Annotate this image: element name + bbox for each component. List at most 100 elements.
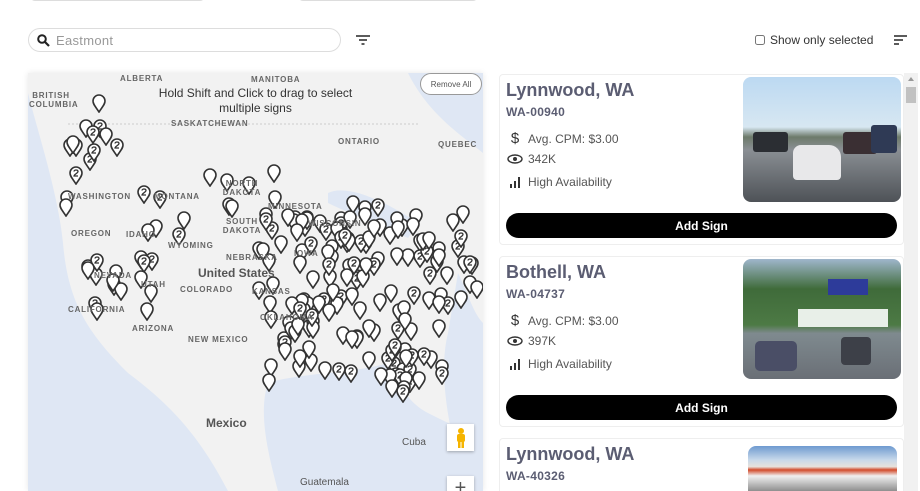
sign-photo[interactable] xyxy=(743,77,901,202)
map-pin-icon[interactable] xyxy=(225,198,240,218)
map-pin-icon[interactable] xyxy=(290,223,304,243)
map-pin-icon[interactable] xyxy=(397,300,412,320)
scrollbar[interactable] xyxy=(904,73,918,491)
map-pin-icon[interactable] xyxy=(456,205,470,225)
search-bar[interactable] xyxy=(28,28,341,52)
map-pin-icon[interactable] xyxy=(373,292,387,312)
map-pin-icon[interactable] xyxy=(114,282,128,302)
map-pin-icon[interactable] xyxy=(110,138,125,158)
map-pin-icon[interactable] xyxy=(344,364,358,384)
map-pin-icon[interactable] xyxy=(340,268,354,287)
map-pin-icon[interactable] xyxy=(140,223,155,243)
top-tab-left[interactable] xyxy=(30,0,205,1)
map-pin-icon[interactable] xyxy=(274,234,288,254)
search-input[interactable] xyxy=(56,32,316,48)
map-pin-icon[interactable] xyxy=(106,273,120,293)
map-pin-icon[interactable] xyxy=(318,222,333,241)
map-pin-icon[interactable] xyxy=(98,127,113,147)
map-pin-icon[interactable] xyxy=(266,275,281,295)
map-pin-icon[interactable] xyxy=(87,143,101,163)
map-pin-icon[interactable] xyxy=(293,300,307,320)
map-pin-icon[interactable] xyxy=(398,349,413,368)
map-pin-icon[interactable] xyxy=(267,163,282,183)
map-pin-icon[interactable] xyxy=(359,256,374,276)
map-pin-icon[interactable] xyxy=(367,219,382,239)
map-pin-icon[interactable] xyxy=(69,165,83,185)
map-pin-icon[interactable] xyxy=(321,257,336,276)
map-pin-icon[interactable] xyxy=(346,195,360,215)
sign-card[interactable]: Bothell, WA WA-04737 $ Avg. CPM: $3.00 39… xyxy=(499,256,904,427)
map-pin-icon[interactable] xyxy=(304,308,319,328)
map-pin-icon[interactable] xyxy=(435,366,450,386)
map-pin-icon[interactable] xyxy=(362,351,377,371)
map-pin-icon[interactable] xyxy=(252,280,266,300)
map-pin-icon[interactable] xyxy=(58,197,73,217)
map-pin-icon[interactable] xyxy=(90,302,105,322)
map-pin-icon[interactable] xyxy=(357,207,372,227)
map-pin-icon[interactable] xyxy=(171,226,186,246)
show-only-selected-checkbox[interactable] xyxy=(755,35,765,45)
map-pin-icon[interactable] xyxy=(295,242,309,262)
map-pin-icon[interactable] xyxy=(454,290,468,309)
sign-card[interactable]: Lynnwood, WA WA-40326 xyxy=(499,438,904,491)
map-pin-icon[interactable] xyxy=(439,265,454,285)
map-pin-icon[interactable] xyxy=(295,212,309,232)
map-pin-icon[interactable] xyxy=(241,175,256,195)
map-pin-icon[interactable] xyxy=(263,295,277,314)
add-sign-button[interactable]: Add Sign xyxy=(506,213,897,238)
sign-photo[interactable] xyxy=(748,446,897,491)
map-pin-icon[interactable] xyxy=(463,254,478,274)
map-pin-icon[interactable] xyxy=(345,330,360,350)
sort-icon[interactable] xyxy=(893,34,908,46)
filter-icon[interactable] xyxy=(355,33,371,47)
map-pin-icon[interactable] xyxy=(432,295,446,315)
map-pin-icon[interactable] xyxy=(383,284,398,304)
map-pin-icon[interactable] xyxy=(390,210,405,230)
map-pin-icon[interactable] xyxy=(306,270,321,290)
map-pin-icon[interactable] xyxy=(362,318,376,338)
map-pin-icon[interactable] xyxy=(92,94,106,114)
remove-all-button[interactable]: Remove All xyxy=(420,73,482,95)
map-pin-icon[interactable] xyxy=(137,254,151,274)
map-pin-icon[interactable] xyxy=(388,338,402,358)
map-pin-icon[interactable] xyxy=(153,190,168,209)
map[interactable]: ALBERTA MANITOBA BRITISH COLUMBIA SASKAT… xyxy=(28,73,483,491)
zoom-in-button[interactable]: + xyxy=(447,476,474,491)
map-pin-icon[interactable] xyxy=(86,124,100,144)
map-pin-icon[interactable] xyxy=(322,303,336,323)
sign-photo[interactable] xyxy=(743,259,901,379)
street-view-icon[interactable] xyxy=(447,424,474,451)
map-pin-icon[interactable] xyxy=(66,135,81,155)
map-pin-icon[interactable] xyxy=(144,283,158,303)
map-pin-icon[interactable] xyxy=(140,301,154,321)
map-pin-icon[interactable] xyxy=(353,301,367,321)
map-pin-icon[interactable] xyxy=(264,309,279,329)
sign-card[interactable]: Lynnwood, WA WA-00940 $ Avg. CPM: $3.00 3… xyxy=(499,74,904,245)
map-pin-icon[interactable] xyxy=(281,208,296,227)
map-pin-icon[interactable] xyxy=(432,247,447,267)
map-pin-icon[interactable] xyxy=(326,283,340,303)
map-pin-icon[interactable] xyxy=(390,246,404,266)
map-pin-icon[interactable] xyxy=(417,347,432,367)
map-pin-icon[interactable] xyxy=(303,236,318,256)
map-pin-icon[interactable] xyxy=(406,216,421,236)
map-pin-icon[interactable] xyxy=(406,286,421,306)
map-pin-icon[interactable] xyxy=(395,384,410,403)
map-pin-icon[interactable] xyxy=(338,228,352,247)
map-pin-icon[interactable] xyxy=(398,311,412,331)
map-pin-icon[interactable] xyxy=(347,256,361,276)
map-pin-icon[interactable] xyxy=(390,220,405,240)
map-pin-icon[interactable] xyxy=(317,361,332,381)
map-pin-icon[interactable] xyxy=(203,167,217,187)
map-pin-icon[interactable] xyxy=(81,261,96,280)
map-pin-icon[interactable] xyxy=(332,362,347,382)
map-pin-icon[interactable] xyxy=(423,265,438,285)
map-pin-icon[interactable] xyxy=(134,269,149,289)
map-pin-icon[interactable] xyxy=(370,197,385,217)
map-pin-icon[interactable] xyxy=(321,243,335,263)
map-pin-icon[interactable] xyxy=(264,358,278,377)
add-sign-button[interactable]: Add Sign xyxy=(506,395,897,420)
map-pin-icon[interactable] xyxy=(404,322,419,342)
map-pin-icon[interactable] xyxy=(421,230,436,250)
map-pin-icon[interactable] xyxy=(177,210,192,230)
